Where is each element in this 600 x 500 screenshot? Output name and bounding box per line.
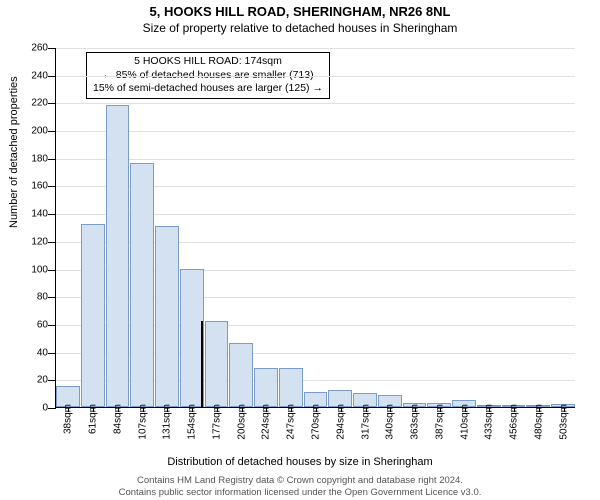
x-tick-label: 177sqm <box>211 404 222 440</box>
y-tick-label: 20 <box>18 375 48 386</box>
x-tick-label: 387sqm <box>434 404 445 440</box>
y-tick <box>48 297 56 298</box>
footer: Contains HM Land Registry data © Crown c… <box>0 475 600 498</box>
x-tick-label: 84sqm <box>112 404 123 434</box>
y-tick <box>48 131 56 132</box>
marker-line <box>201 321 203 407</box>
annotation-line-3: 15% of semi-detached houses are larger (… <box>93 82 323 96</box>
y-tick <box>48 325 56 326</box>
y-tick <box>48 214 56 215</box>
x-tick-label: 247sqm <box>286 404 297 440</box>
x-tick-label: 61sqm <box>88 404 99 434</box>
y-tick-label: 100 <box>18 264 48 275</box>
x-tick-label: 131sqm <box>162 404 173 440</box>
x-tick-label: 154sqm <box>187 404 198 440</box>
y-tick-label: 60 <box>18 319 48 330</box>
grid-line <box>56 76 575 77</box>
x-tick-label: 317sqm <box>360 404 371 440</box>
bar <box>279 368 303 407</box>
bar <box>81 224 105 407</box>
grid-line <box>56 159 575 160</box>
y-tick <box>48 48 56 49</box>
page-subtitle: Size of property relative to detached ho… <box>0 21 600 35</box>
x-tick-label: 340sqm <box>385 404 396 440</box>
grid-line <box>56 131 575 132</box>
y-tick <box>48 76 56 77</box>
page-title: 5, HOOKS HILL ROAD, SHERINGHAM, NR26 8NL <box>0 4 600 19</box>
x-tick-label: 503sqm <box>558 404 569 440</box>
footer-line-2: Contains public sector information licen… <box>0 487 600 498</box>
grid-line <box>56 103 575 104</box>
bar <box>254 368 278 407</box>
y-tick-label: 200 <box>18 126 48 137</box>
y-tick <box>48 270 56 271</box>
x-tick-label: 294sqm <box>335 404 346 440</box>
y-tick-label: 160 <box>18 181 48 192</box>
y-tick-label: 80 <box>18 292 48 303</box>
y-tick <box>48 408 56 409</box>
x-tick-label: 433sqm <box>484 404 495 440</box>
x-axis-title: Distribution of detached houses by size … <box>0 456 600 468</box>
footer-line-1: Contains HM Land Registry data © Crown c… <box>0 475 600 486</box>
x-tick-label: 480sqm <box>533 404 544 440</box>
x-tick-label: 200sqm <box>236 404 247 440</box>
y-tick-label: 140 <box>18 209 48 220</box>
x-tick-label: 270sqm <box>311 404 322 440</box>
y-tick-label: 240 <box>18 70 48 81</box>
bar <box>155 226 179 407</box>
bar <box>106 105 130 407</box>
x-tick-label: 363sqm <box>410 404 421 440</box>
y-tick-label: 40 <box>18 347 48 358</box>
y-tick <box>48 380 56 381</box>
y-tick <box>48 159 56 160</box>
y-tick <box>48 242 56 243</box>
y-tick <box>48 103 56 104</box>
grid-line <box>56 48 575 49</box>
x-tick-label: 38sqm <box>63 404 74 434</box>
x-tick-label: 224sqm <box>261 404 272 440</box>
x-tick-label: 456sqm <box>509 404 520 440</box>
x-tick-label: 107sqm <box>137 404 148 440</box>
annotation-line-1: 5 HOOKS HILL ROAD: 174sqm <box>93 55 323 69</box>
y-tick-label: 220 <box>18 98 48 109</box>
bar <box>205 321 229 407</box>
y-tick-label: 0 <box>18 403 48 414</box>
chart-plot-area: 5 HOOKS HILL ROAD: 174sqm ← 85% of detac… <box>55 48 575 408</box>
bar <box>130 163 154 407</box>
y-tick-label: 120 <box>18 236 48 247</box>
bar <box>229 343 253 407</box>
x-tick-label: 410sqm <box>459 404 470 440</box>
y-tick-label: 180 <box>18 153 48 164</box>
y-tick-label: 260 <box>18 43 48 54</box>
y-tick <box>48 353 56 354</box>
y-tick <box>48 186 56 187</box>
